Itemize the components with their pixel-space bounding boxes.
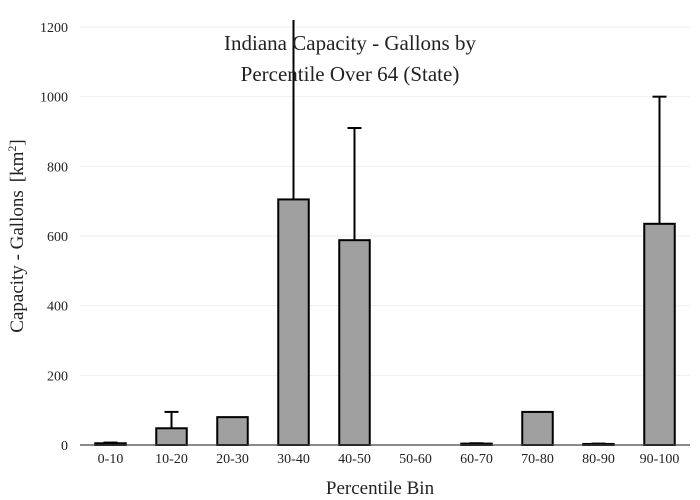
y-axis-label: Capacity - Gallons [km2] — [5, 139, 28, 332]
bar-90-100 — [643, 222, 676, 446]
y-tick-label: 600 — [47, 230, 68, 245]
x-tick-label: 90-100 — [640, 452, 680, 467]
bar-layer — [94, 198, 676, 446]
x-tick-label: 30-40 — [277, 452, 310, 467]
y-tick-labels: 0 200 400 600 800 1000 1200 — [40, 21, 68, 454]
x-tick-labels: 0-10 10-20 20-30 30-40 40-50 50-60 60-70 70-80 8… — [98, 452, 680, 467]
y-tick-label: 200 — [47, 369, 68, 384]
y-tick-label: 0 — [61, 439, 68, 454]
y-axis-label-unit: km — [7, 151, 28, 176]
y-tick-label: 1200 — [40, 21, 68, 36]
x-tick-label: 50-60 — [399, 452, 432, 467]
x-tick-label: 60-70 — [460, 452, 493, 467]
y-axis-label-unit-sup: 2 — [5, 146, 19, 152]
y-tick-label: 800 — [47, 160, 68, 175]
x-tick-label: 40-50 — [338, 452, 371, 467]
chart-title-line-1: Indiana Capacity - Gallons by — [224, 31, 476, 55]
grid-layer — [80, 26, 690, 376]
error-bar-90-100 — [652, 95, 667, 224]
x-tick-label: 0-10 — [98, 452, 124, 467]
error-bar-40-50 — [347, 127, 362, 241]
y-tick-label: 1000 — [40, 91, 68, 106]
bar-20-30 — [216, 416, 249, 446]
bar-30-40 — [277, 198, 310, 446]
bar-70-80 — [521, 410, 554, 446]
x-axis-label: Percentile Bin — [326, 478, 435, 499]
x-tick-label: 70-80 — [521, 452, 554, 467]
y-tick-label: 400 — [47, 300, 68, 315]
x-tick-label: 20-30 — [216, 452, 249, 467]
bar-10-20 — [155, 427, 188, 446]
y-axis-label-text: Capacity - Gallons — [7, 190, 28, 332]
y-axis-label-unit-open: [ — [7, 176, 28, 182]
error-bar-0-10 — [103, 441, 118, 444]
error-bar-10-20 — [164, 410, 179, 429]
x-tick-label: 80-90 — [582, 452, 615, 467]
error-bar-layer — [103, 20, 667, 445]
x-tick-label: 10-20 — [155, 452, 188, 467]
bar-40-50 — [338, 239, 371, 446]
y-axis-label-unit-close: ] — [7, 139, 28, 145]
chart-title-line-2: Percentile Over 64 (State) — [241, 62, 460, 86]
